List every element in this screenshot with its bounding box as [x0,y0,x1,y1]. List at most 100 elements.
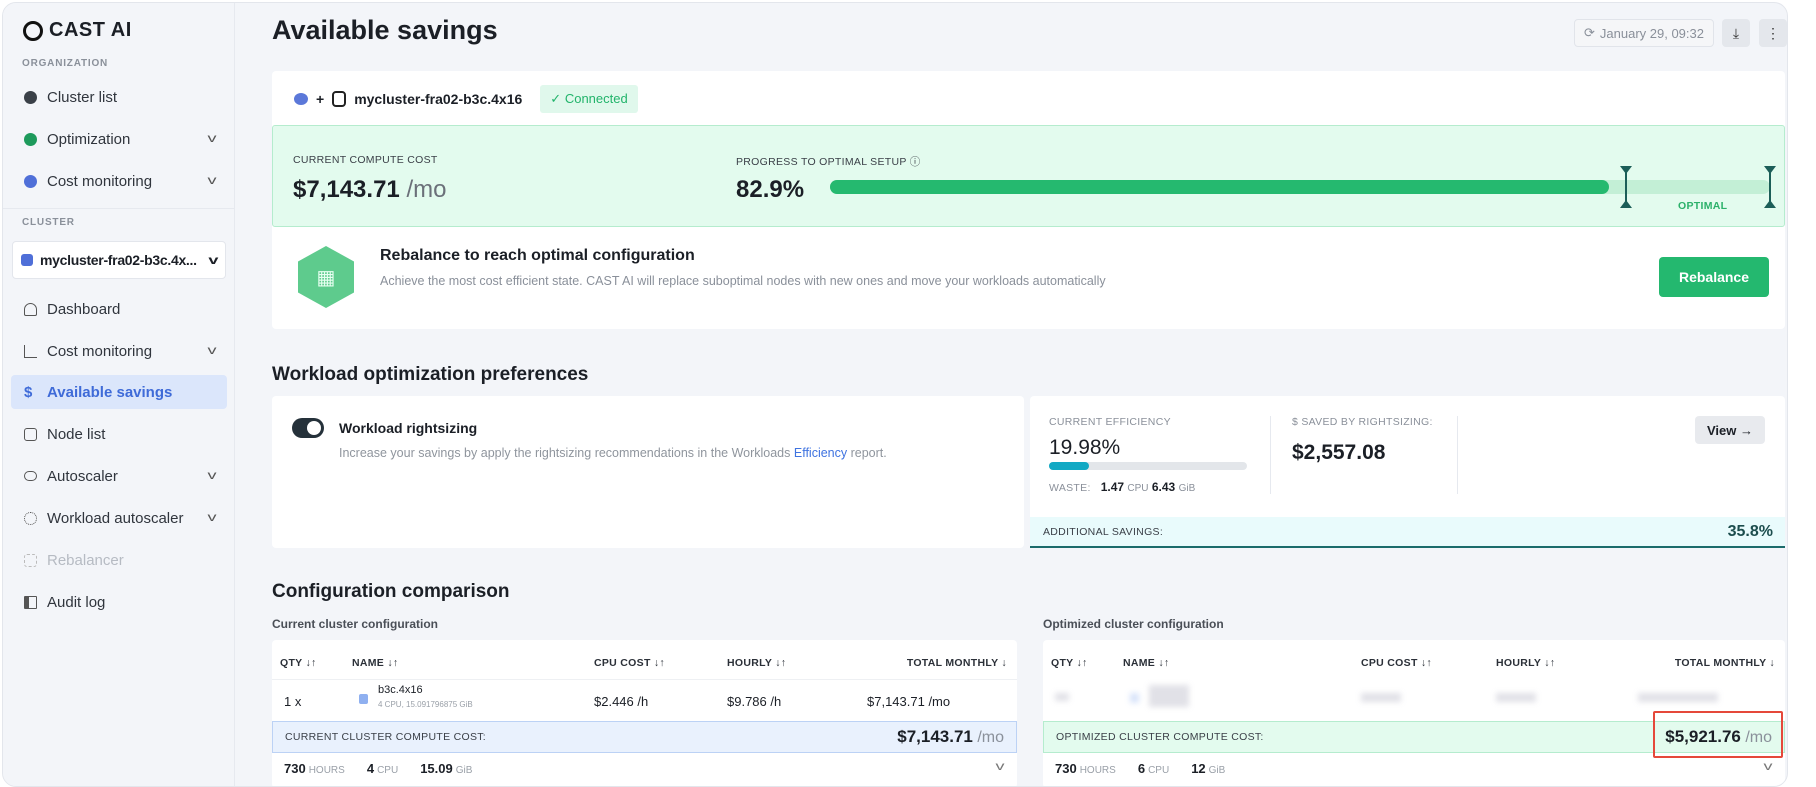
status-badge: ✓ Connected [540,85,638,113]
waste-label: WASTE: [1049,482,1091,494]
cost-progress-panel: CURRENT COMPUTE COST $7,143.71 /mo PROGR… [272,125,1785,227]
additional-savings-label: ADDITIONAL SAVINGS: [1043,525,1164,538]
col-name[interactable]: NAME ↓↑ [352,657,399,669]
mem: 15.09 [420,761,453,776]
optimal-end-marker [1764,166,1776,208]
cpu-unit: CPU [1127,483,1149,494]
hours-unit: HOURS [1079,765,1116,776]
efficiency-link[interactable]: Efficiency [793,446,848,460]
col-name[interactable]: NAME ↓↑ [1123,657,1170,669]
summary-unit: /mo [1745,729,1772,746]
refresh-time: January 29, 09:32 [1599,25,1704,41]
cluster-selector-value: mycluster-fra02-b3c.4x... [40,252,197,268]
cpu-unit: CPU [377,765,399,776]
label: Cost monitoring [47,342,153,360]
divider [1457,416,1458,494]
summary-value: $5,921.76 [1665,727,1741,746]
efficiency-fill [1049,462,1089,470]
sidebar-item-workload-autoscaler[interactable]: Workload autoscaler v [11,501,227,535]
summary-value: $7,143.71 [897,727,973,746]
current-config-table: QTY ↓↑ NAME ↓↑ CPU COST ↓↑ HOURLY ↓↑ TOT… [272,640,1017,786]
sidebar-item-cost-monitoring[interactable]: Cost monitoring v [11,334,227,368]
chevron-down-icon: v [207,173,217,187]
summary-unit: /mo [977,729,1004,746]
label: Autoscaler [47,467,118,485]
blurred-cell [1055,693,1069,701]
pie-chart-icon [24,174,37,188]
workload-icon [24,511,37,525]
view-button[interactable]: View → [1695,416,1765,444]
savings-card: + mycluster-fra02-b3c.4x16 ✓ Connected C… [272,71,1785,329]
expand-chevron-icon[interactable]: v [1763,759,1773,773]
row-name: b3c.4x16 [378,684,423,696]
label: Workload autoscaler [47,509,184,527]
cluster-section-label: CLUSTER [22,217,75,228]
sidebar-item-autoscaler[interactable]: Autoscaler v [11,459,227,493]
rightsizing-toggle[interactable] [292,418,324,438]
progress-label: PROGRESS TO OPTIMAL SETUP [736,156,907,168]
optimized-totals: 730 HOURS 6 CPU 12 GiB [1055,761,1225,776]
rebalance-button[interactable]: Rebalance [1659,257,1769,297]
efficiency-bar [1049,462,1247,470]
waste-info: WASTE: 1.47 CPU 6.43 GiB [1049,480,1195,494]
sidebar-item-dashboard[interactable]: Dashboard [11,292,227,326]
label: Dashboard [47,300,121,318]
efficiency-value: 19.98% [1049,436,1121,459]
blurred-cell [1361,693,1401,702]
rightsizing-description: Increase your savings by apply the right… [339,446,887,460]
download-button[interactable]: ⤓ [1722,19,1750,47]
col-hourly[interactable]: HOURLY ↓↑ [727,657,787,669]
cluster-icon [21,254,33,266]
label: Rebalancer [47,551,124,569]
cloud-provider-icon [294,93,308,105]
sidebar-item-available-savings[interactable]: $ Available savings [11,375,227,409]
col-qty[interactable]: QTY ↓↑ [280,657,317,669]
cluster-name: mycluster-fra02-b3c.4x16 [354,91,523,107]
expand-chevron-icon[interactable]: v [995,759,1005,773]
col-cpu-cost[interactable]: CPU COST ↓↑ [1361,657,1432,669]
optimized-cost-summary: OPTIMIZED CLUSTER COMPUTE COST: $5,921.7… [1043,721,1785,753]
sidebar-item-cluster-list[interactable]: Cluster list [11,80,227,114]
sidebar-item-node-list[interactable]: Node list [11,417,227,451]
sidebar-item-org-cost-monitoring[interactable]: Cost monitoring v [11,164,227,198]
check-circle-icon: ✓ [550,91,562,106]
current-cost-summary: CURRENT CLUSTER COMPUTE COST: $7,143.71 … [272,721,1017,753]
rightsizing-card: Workload rightsizing Increase your savin… [272,396,1024,548]
col-cpu-cost[interactable]: CPU COST ↓↑ [594,657,665,669]
cpu: 4 [366,761,375,776]
col-total-monthly[interactable]: TOTAL MONTHLY ↓ [906,657,1007,669]
optimized-config-table: QTY ↓↑ NAME ↓↑ CPU COST ↓↑ HOURLY ↓↑ TOT… [1043,640,1785,786]
current-config-title: Current cluster configuration [272,617,439,631]
optimal-start-marker [1620,166,1632,208]
blurred-cell [1638,693,1718,702]
label: Cost monitoring [47,172,153,190]
mem-unit: GiB [455,765,473,776]
more-vertical-icon: ⋮ [1766,24,1780,41]
rebalance-title: Rebalance to reach optimal configuration [380,247,695,264]
row-hourly: $9.786 /h [727,694,782,709]
info-icon[interactable]: ⓘ [909,156,921,168]
sidebar-item-rebalancer[interactable]: Rebalancer [11,543,227,577]
current-totals: 730 HOURS 4 CPU 15.09 GiB [284,761,472,776]
col-total-monthly[interactable]: TOTAL MONTHLY ↓ [1674,657,1775,669]
sidebar-item-audit-log[interactable]: Audit log [11,585,227,619]
more-menu-button[interactable]: ⋮ [1759,19,1787,47]
cast-ai-logo-icon [23,20,43,41]
table-row: 1 x b3c.4x16 4 CPU, 15.091796875 GiB $2.… [272,679,1017,721]
refresh-button[interactable]: ⟳ January 29, 09:32 [1574,19,1714,47]
sidebar-item-optimization[interactable]: Optimization v [11,122,227,156]
chevron-down-icon: v [207,131,217,145]
cpu: 6 [1137,761,1146,776]
mem-unit: GiB [1208,765,1226,776]
blurred-cell [1496,693,1536,702]
mem-unit: GiB [1178,483,1196,494]
col-qty[interactable]: QTY ↓↑ [1051,657,1088,669]
divider [3,208,235,209]
divider [1270,416,1271,494]
cluster-selector[interactable]: mycluster-fra02-b3c.4x... v [12,241,226,279]
logo[interactable]: CAST AI [23,19,132,42]
cpu-unit: CPU [1148,765,1170,776]
hexagon-icon [24,90,37,104]
col-hourly[interactable]: HOURLY ↓↑ [1496,657,1556,669]
